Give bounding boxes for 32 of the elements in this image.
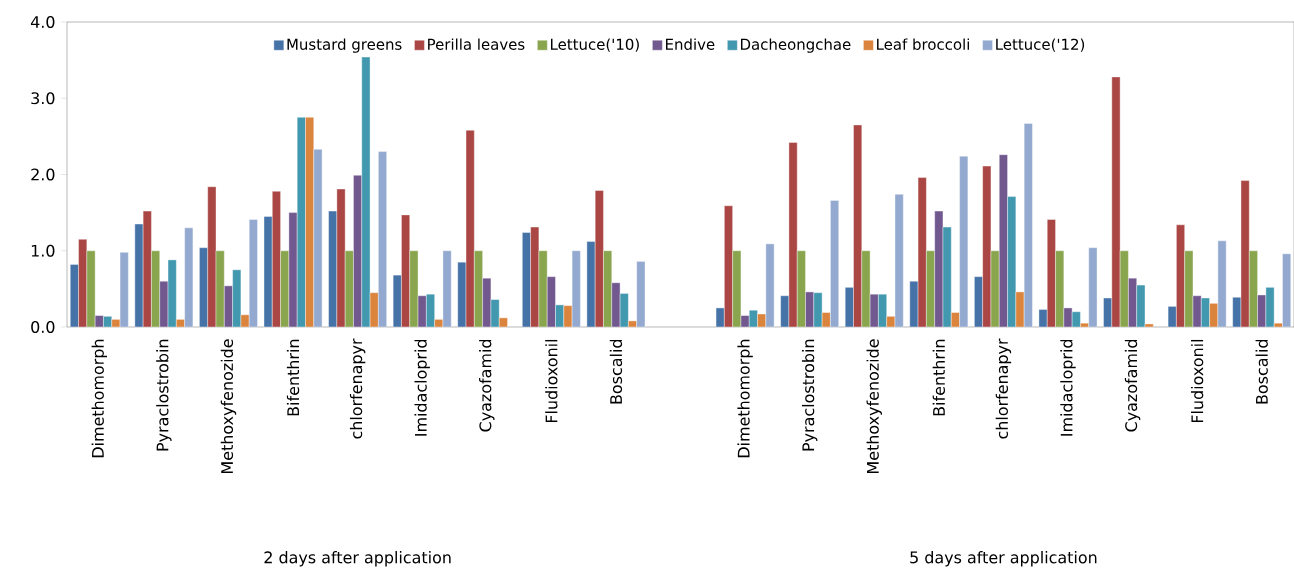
- x-tick-label: Imidacloprid: [414, 339, 430, 436]
- x-tick-label: Cyazofamid: [1124, 339, 1141, 432]
- y-tick-label: 3.0: [31, 92, 55, 105]
- x-tick-label: Pyraclostrobin: [156, 339, 172, 451]
- y-tick-label: 4.0: [30, 15, 55, 29]
- y-tick-label: 2.0: [31, 168, 55, 181]
- x-tick-label: Methoxyfenozide: [866, 339, 882, 473]
- legend-label: Lettuce('10): [551, 38, 639, 52]
- legend-label: Perilla leaves: [428, 38, 525, 50]
- x-tick-label: Bifenthrin: [932, 339, 945, 416]
- text: 5 days after application: [910, 551, 1097, 567]
- y-tick-label: 1.0: [31, 244, 55, 257]
- x-tick-label: Cyazofamid: [479, 339, 495, 432]
- x-tick-label: Boscalid: [609, 339, 623, 404]
- x-tick-label: Dimethomorph: [737, 339, 753, 458]
- x-tick-label: Fludioxonil: [1190, 339, 1204, 423]
- text: 2 days after application: [264, 551, 451, 567]
- x-tick-label: Methoxyfenozide: [220, 339, 237, 473]
- legend-label: Leaf broccoli: [877, 38, 969, 50]
- x-tick-label: Boscalid: [1255, 339, 1268, 404]
- x-tick-label: Pyraclostrobin: [801, 339, 818, 451]
- x-tick-label: chlorfenapyr: [349, 338, 366, 439]
- x-tick-label: Dimethomorph: [91, 339, 108, 458]
- x-tick-label: Bifenthrin: [286, 339, 300, 416]
- legend-label: Lettuce('12): [996, 38, 1085, 52]
- legend-label: Endive: [666, 38, 715, 50]
- x-tick-label: Fludioxonil: [545, 339, 558, 423]
- x-tick-label: chlorfenapyr: [995, 338, 1012, 439]
- x-tick-label: Imidacloprid: [1060, 339, 1076, 436]
- y-tick-label: 0.0: [31, 320, 55, 334]
- legend-label: Mustard greens: [287, 38, 402, 53]
- legend-label: Dacheongchae: [741, 38, 851, 53]
